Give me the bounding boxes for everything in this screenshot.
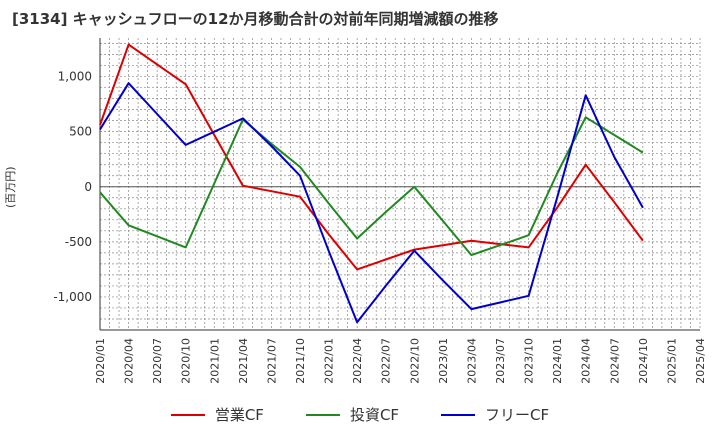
legend-swatch (170, 413, 205, 416)
y-tick-label: 1,000 (58, 70, 92, 84)
chart-title: [3134] キャッシュフローの12か月移動合計の対前年同期増減額の推移 (12, 10, 499, 28)
x-tick-label: 2021/01 (208, 338, 221, 384)
legend-label: 営業CF (214, 406, 264, 424)
x-tick-label: 2025/01 (665, 338, 678, 384)
x-tick-label: 2022/04 (351, 338, 364, 384)
legend-item-0: 営業CF (170, 404, 264, 425)
legend-swatch (441, 413, 476, 416)
x-tick-label: 2024/04 (580, 338, 593, 384)
x-tick-label: 2024/10 (637, 338, 650, 384)
x-tick-label: 2022/07 (380, 338, 393, 384)
x-tick-label: 2021/10 (294, 338, 307, 384)
line-chart: 1,000 500 0 -500 -1,000 2020/01 2020/04 2020/07… (53, 38, 707, 384)
legend-label: フリーCF (485, 406, 550, 424)
y-tick-label: -500 (65, 235, 92, 249)
y-tick-label: -1,000 (53, 290, 92, 304)
x-tick-label: 2023/04 (465, 338, 478, 384)
x-tick-label: 2025/04 (694, 338, 707, 384)
x-tick-label: 2023/10 (523, 338, 536, 384)
x-tick-label: 2020/04 (123, 338, 136, 384)
chart-legend: 営業CF 投資CF フリーCF (0, 404, 720, 425)
series-line-2 (99, 82, 644, 324)
y-tick-label: 500 (69, 125, 92, 139)
legend-item-2: フリーCF (441, 404, 549, 425)
x-tick-label: 2024/07 (608, 338, 621, 384)
series-line-1 (99, 116, 644, 257)
legend-swatch (305, 413, 340, 416)
x-tick-label: 2024/01 (551, 338, 564, 384)
x-tick-label: 2020/01 (94, 338, 107, 384)
x-tick-label: 2023/01 (437, 338, 450, 384)
x-tick-label: 2020/10 (180, 338, 193, 384)
legend-label: 投資CF (349, 406, 400, 424)
x-tick-label: 2023/07 (494, 338, 507, 384)
x-tick-label: 2021/07 (265, 338, 278, 384)
y-tick-label: 0 (84, 180, 92, 194)
x-tick-label: 2022/01 (323, 338, 336, 384)
legend-item-1: 投資CF (305, 404, 400, 425)
x-tick-label: 2020/07 (151, 338, 164, 384)
x-tick-label: 2021/04 (237, 338, 250, 384)
x-tick-label: 2022/10 (408, 338, 421, 384)
